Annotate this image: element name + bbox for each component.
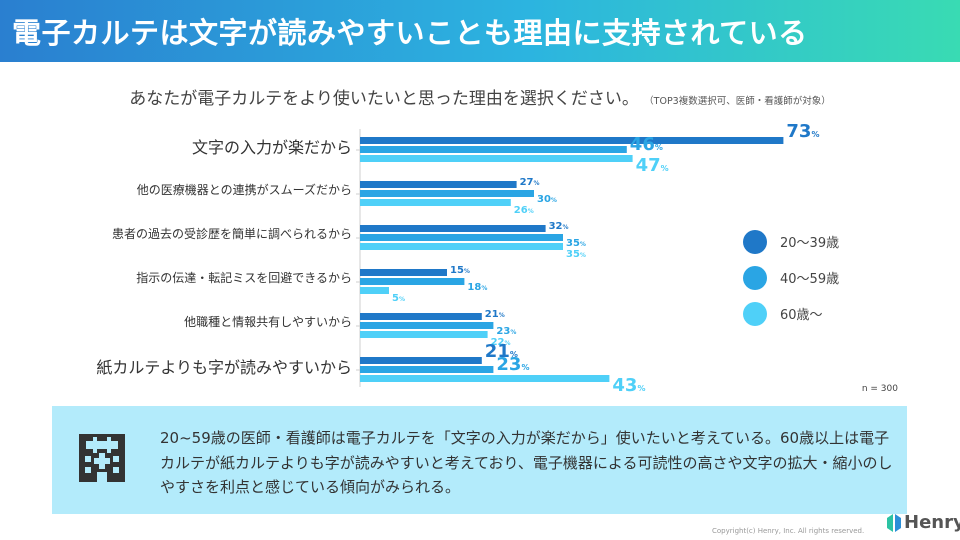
bar-chart: 文字の入力が楽だから 73% 46%47% 他の医療機器との連携がスムーズだから 27%… <box>96 121 898 396</box>
bar <box>360 278 465 285</box>
legend-label: 20〜39歳 <box>780 236 839 251</box>
data-label: 32% <box>549 221 569 232</box>
data-label: 73% <box>786 121 819 142</box>
data-label: 46% <box>630 134 663 155</box>
data-label: 26% <box>514 205 534 216</box>
data-label: 27% <box>520 177 540 188</box>
bar <box>360 366 494 373</box>
data-label: 30% <box>537 194 557 205</box>
bar <box>360 181 517 188</box>
data-label: 21% <box>485 309 505 320</box>
data-label: 21% <box>485 341 518 362</box>
bar <box>360 313 482 320</box>
question-note: （TOP3複数選択可、医師・看護師が対象） <box>648 96 831 107</box>
category-label: 他の医療機器との連携がスムーズだから <box>137 182 352 197</box>
category-label: 患者の過去の受診歴を簡単に調べられるから <box>112 226 352 241</box>
bar <box>360 234 563 241</box>
question-text: あなたが電子カルテをより使いたいと思った理由を選択ください。 <box>129 89 639 109</box>
data-label: 43% <box>612 375 645 396</box>
category-label: 紙カルテよりも字が読みやすいから <box>96 358 352 377</box>
category-label: 指示の伝達・転記ミスを回避できるから <box>136 270 352 285</box>
data-label: 47% <box>636 155 669 176</box>
title-banner: 電子カルテは文字が読みやすいことも理由に支持されている <box>0 0 960 62</box>
copyright: Copyright(c) Henry, Inc. All rights rese… <box>712 527 865 535</box>
bar <box>360 357 482 364</box>
page-title: 電子カルテは文字が読みやすいことも理由に支持されている <box>12 16 808 50</box>
category-label: 文字の入力が楽だから <box>192 138 352 157</box>
legend-marker <box>743 230 767 254</box>
legend-marker <box>743 302 767 326</box>
category-label: 他職種と情報共有しやすいから <box>184 315 352 329</box>
henry-logo-icon <box>887 514 901 532</box>
hospital-icon <box>79 434 125 482</box>
bar <box>360 190 534 197</box>
bar <box>360 225 546 232</box>
bar <box>360 375 610 382</box>
data-label: 23% <box>496 326 516 337</box>
henry-logo-text: Henry <box>904 512 960 533</box>
bar <box>360 146 627 153</box>
legend-label: 60歳〜 <box>780 308 823 323</box>
bar <box>360 269 447 276</box>
data-label: 18% <box>467 282 487 293</box>
data-label: 23% <box>496 354 529 375</box>
data-label: 22% <box>491 337 511 348</box>
bar <box>360 322 494 329</box>
data-label: 5% <box>392 293 405 304</box>
legend-marker <box>743 266 767 290</box>
data-label: 35% <box>566 249 586 260</box>
sample-size: n = 300 <box>862 384 898 394</box>
summary-box: 20~59歳の医師・看護師は電子カルテを「文字の入力が楽だから」使いたいと考えて… <box>52 406 907 514</box>
bar <box>360 331 488 338</box>
survey-question: あなたが電子カルテをより使いたいと思った理由を選択ください。 （TOP3複数選択可… <box>0 84 960 109</box>
data-label: 15% <box>450 265 470 276</box>
legend-label: 40〜59歳 <box>780 272 839 287</box>
bar <box>360 155 633 162</box>
bar <box>360 137 784 144</box>
bar <box>360 243 563 250</box>
data-label: 35% <box>566 238 586 249</box>
bar <box>360 287 389 294</box>
summary-text: 20~59歳の医師・看護師は電子カルテを「文字の入力が楽だから」使いたいと考えて… <box>160 429 893 496</box>
bar <box>360 199 511 206</box>
